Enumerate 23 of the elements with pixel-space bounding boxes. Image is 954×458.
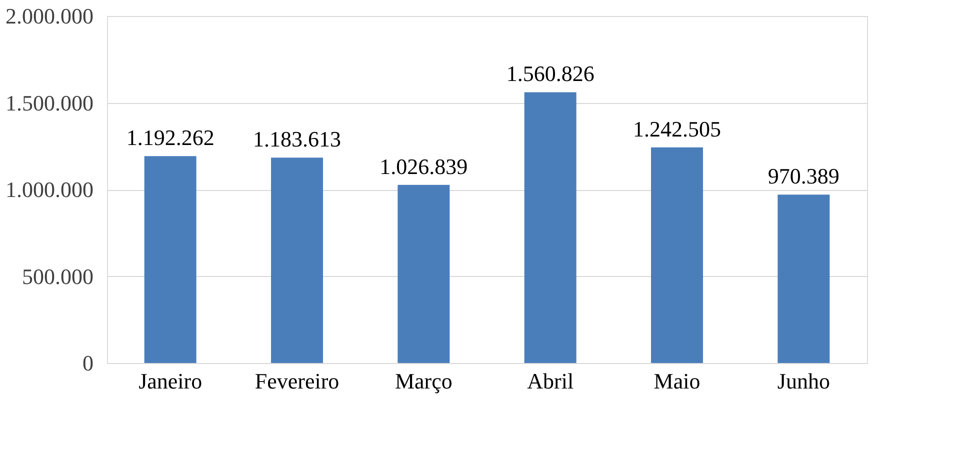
y-tick-label: 1.500.000	[6, 90, 94, 116]
y-tick-label: 0	[82, 350, 94, 376]
y-tick-label: 500.000	[22, 264, 94, 289]
x-tick-label: Janeiro	[138, 368, 202, 394]
data-label: 1.242.505	[633, 116, 721, 142]
bar	[651, 147, 703, 363]
data-label: 1.560.826	[506, 61, 594, 86]
data-label: 1.183.613	[253, 126, 341, 152]
x-tick-label: Março	[394, 368, 452, 394]
x-tick-label: Maio	[654, 368, 700, 394]
bar	[271, 158, 323, 363]
x-tick-label: Fevereiro	[254, 368, 340, 394]
bar	[524, 92, 576, 363]
x-tick-label: Abril	[527, 368, 574, 394]
bar	[778, 194, 830, 363]
y-tick-label: 2.000.000	[6, 4, 94, 28]
bar	[398, 184, 450, 363]
data-label: 1.192.262	[126, 125, 214, 150]
y-tick-label: 1.000.000	[6, 177, 94, 202]
bar	[144, 156, 196, 363]
data-label: 1.026.839	[380, 154, 468, 179]
data-label: 970.389	[768, 164, 840, 189]
x-tick-label: Junho	[777, 368, 830, 394]
